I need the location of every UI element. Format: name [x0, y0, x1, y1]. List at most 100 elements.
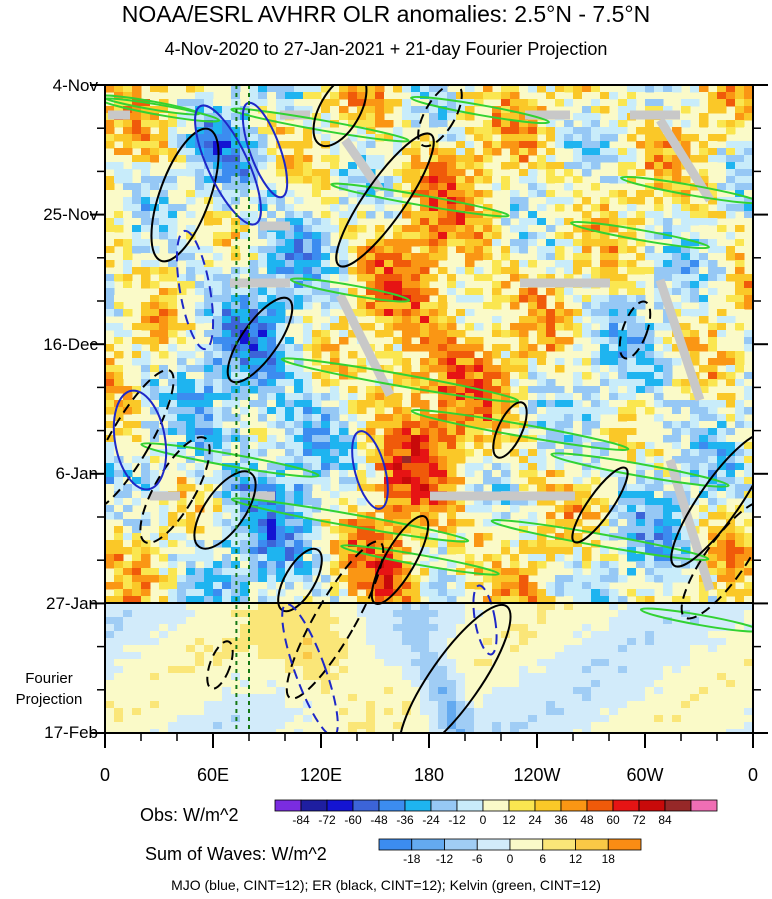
projection-cell — [537, 645, 547, 653]
obs-cell — [231, 232, 241, 240]
obs-cell — [618, 575, 628, 583]
projection-cell — [393, 624, 403, 632]
projection-cell — [357, 617, 367, 625]
obs-cell — [168, 589, 178, 597]
obs-cell — [402, 267, 412, 275]
obs-cell — [591, 407, 601, 415]
obs-cell — [690, 463, 700, 471]
obs-cell — [654, 428, 664, 436]
obs-cell — [123, 155, 133, 163]
obs-cell — [735, 239, 745, 247]
obs-cell — [609, 428, 619, 436]
obs-cell — [438, 351, 448, 359]
obs-cell — [717, 428, 727, 436]
obs-cell — [159, 197, 169, 205]
obs-cell — [123, 421, 133, 429]
obs-cell — [447, 547, 457, 555]
obs-cell — [456, 428, 466, 436]
obs-cell — [564, 477, 574, 485]
obs-cell — [582, 295, 592, 303]
obs-cell — [636, 379, 646, 387]
obs-cell — [483, 372, 493, 380]
obs-cell — [366, 400, 376, 408]
obs-cell — [330, 141, 340, 149]
obs-cell — [195, 575, 205, 583]
obs-cell — [591, 337, 601, 345]
obs-cell — [708, 169, 718, 177]
obs-cell — [510, 106, 520, 114]
projection-cell — [744, 624, 753, 632]
obs-cell — [429, 225, 439, 233]
projection-cell — [672, 652, 682, 660]
obs-cell — [618, 197, 628, 205]
obs-cell — [132, 183, 142, 191]
obs-cell — [114, 239, 124, 247]
obs-cell — [708, 561, 718, 569]
obs-cell — [267, 484, 277, 492]
obs-cell — [573, 246, 583, 254]
obs-cell — [420, 533, 430, 541]
projection-cell — [663, 659, 673, 667]
obs-cell — [492, 127, 502, 135]
projection-cell — [546, 645, 556, 653]
obs-cell — [285, 351, 295, 359]
projection-cell — [339, 652, 349, 660]
obs-cell — [438, 435, 448, 443]
obs-cell — [222, 463, 232, 471]
obs-cell — [249, 365, 259, 373]
obs-cell — [492, 246, 502, 254]
obs-cell — [609, 365, 619, 373]
obs-cell — [681, 225, 691, 233]
obs-cell — [582, 596, 592, 603]
obs-cell — [312, 491, 322, 499]
obs-cell — [222, 288, 232, 296]
obs-cell — [600, 120, 610, 128]
projection-cell — [384, 652, 394, 660]
obs-cell — [420, 260, 430, 268]
obs-cell — [456, 575, 466, 583]
obs-cell — [717, 232, 727, 240]
obs-cell — [186, 169, 196, 177]
obs-cell — [492, 372, 502, 380]
obs-cell — [294, 372, 304, 380]
obs-cell — [123, 120, 133, 128]
obs-cell — [456, 190, 466, 198]
obs-cell — [564, 484, 574, 492]
obs-cell — [330, 176, 340, 184]
obs-cell — [735, 176, 745, 184]
obs-cell — [645, 344, 655, 352]
projection-cell — [249, 638, 259, 646]
projection-cell — [195, 659, 205, 667]
obs-cell — [213, 519, 223, 527]
obs-cell — [510, 540, 520, 548]
obs-cell — [627, 400, 637, 408]
obs-cell — [393, 456, 403, 464]
obs-cell — [240, 393, 250, 401]
obs-cell — [456, 505, 466, 513]
obs-cell — [555, 533, 565, 541]
obs-cell — [357, 435, 367, 443]
obs-cell — [663, 281, 673, 289]
obs-cell — [429, 309, 439, 317]
obs-cell — [663, 582, 673, 590]
obs-cell — [339, 456, 349, 464]
obs-cell — [294, 169, 304, 177]
obs-cell — [348, 365, 358, 373]
obs-cell — [564, 519, 574, 527]
obs-cell — [708, 141, 718, 149]
obs-cell — [609, 211, 619, 219]
obs-cell — [213, 337, 223, 345]
obs-cell — [276, 484, 286, 492]
obs-cell — [555, 204, 565, 212]
obs-cell — [312, 533, 322, 541]
obs-cell — [195, 246, 205, 254]
obs-cell — [276, 288, 286, 296]
obs-cell — [312, 589, 322, 597]
obs-cell — [438, 127, 448, 135]
obs-cell — [285, 337, 295, 345]
obs-cell — [123, 323, 133, 331]
obs-cell — [132, 155, 142, 163]
projection-cell — [699, 659, 709, 667]
obs-cell — [672, 134, 682, 142]
obs-cell — [564, 414, 574, 422]
